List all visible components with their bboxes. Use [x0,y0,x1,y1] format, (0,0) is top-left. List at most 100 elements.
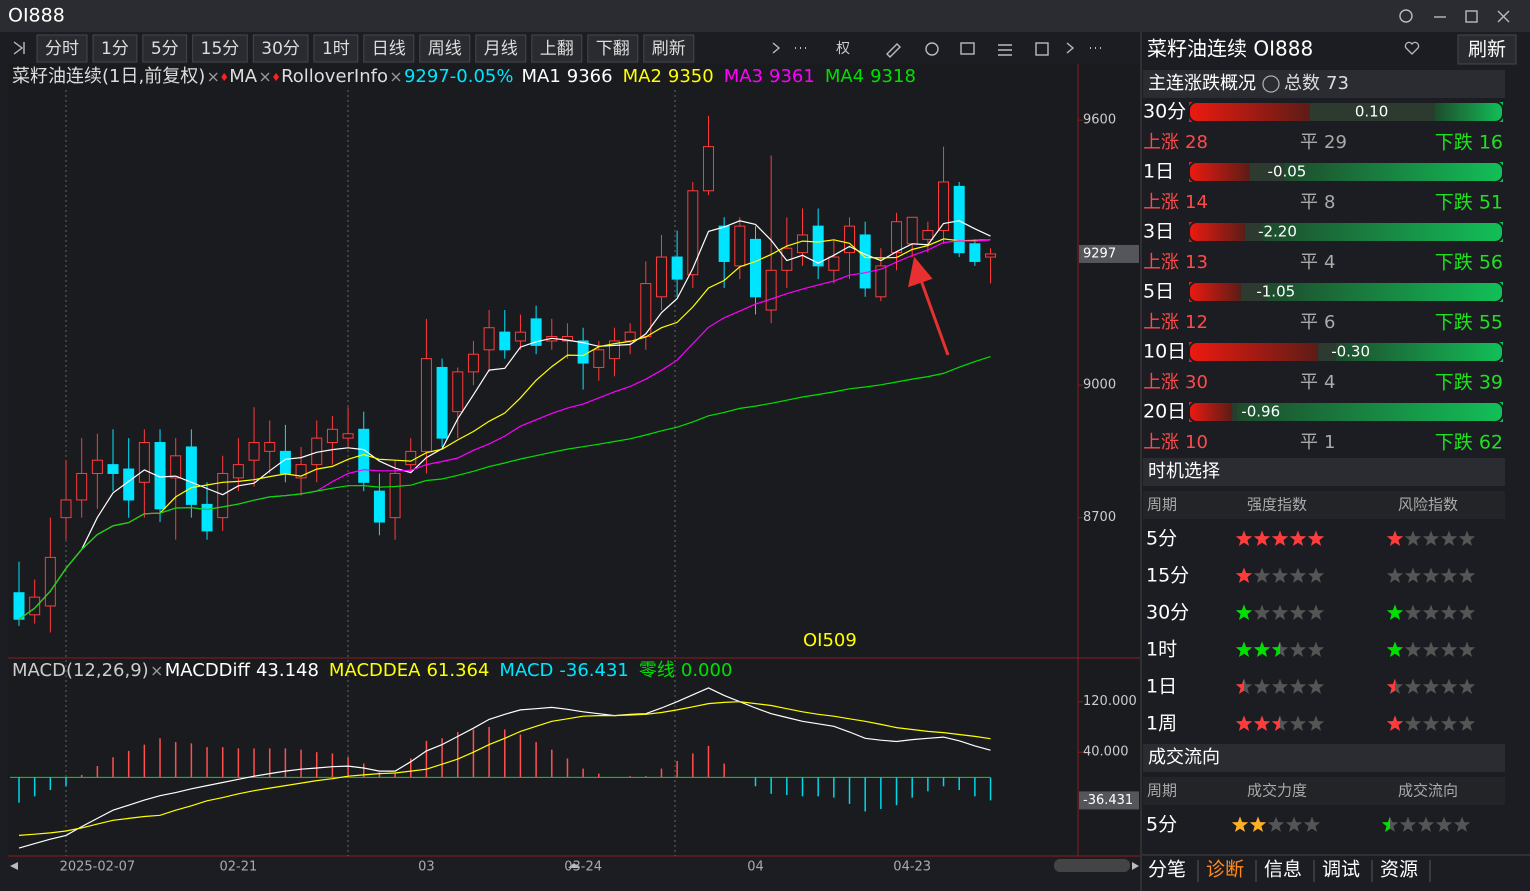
star-empty [1307,641,1325,657]
period-label: 1日 [1146,676,1177,698]
star-empty [1458,530,1476,546]
total-value: 73 [1326,73,1349,94]
toolbar-button[interactable]: 30分 [252,34,309,63]
toolbar-button[interactable]: 上翻 [531,34,583,63]
toolbar-button[interactable]: 下翻 [587,34,639,63]
candle-body [389,472,401,519]
star-empty [1289,567,1307,583]
download-icon[interactable] [925,42,939,56]
remove-indicator[interactable] [208,72,218,82]
star-empty [1307,678,1325,694]
button-frame [1457,34,1517,65]
button-label: 刷新 [1468,39,1506,61]
macd-line [18,701,991,836]
ma-line [18,356,991,620]
maximize-button[interactable] [1465,10,1478,23]
toolbar-button[interactable]: 分时 [36,34,88,63]
star-empty [1422,604,1440,620]
toolbar-button[interactable]: 日线 [363,34,415,63]
panel-title: 菜籽油连续 OI888 [1147,37,1313,61]
toolbar-button[interactable]: 1分 [92,34,138,63]
close-button[interactable] [1497,10,1510,23]
scroll-right[interactable] [1132,862,1139,870]
candle-body [828,256,840,271]
flat-segment [1249,162,1284,182]
favorite-icon[interactable] [1404,41,1420,55]
up-segment [1189,342,1319,362]
candle-body [452,371,464,413]
toolbar-button[interactable]: 5分 [142,34,188,63]
panel-tab[interactable]: 诊断 [1206,859,1244,881]
sidebar-toggle[interactable] [13,41,25,55]
button-frame [643,34,695,63]
candle-body [953,185,965,254]
info-icon[interactable] [1262,75,1280,93]
candle-body [107,464,119,474]
down-count: 56 [1479,252,1503,274]
up-label: 上涨 [1143,132,1179,153]
period-label: 1周 [1146,713,1177,735]
candle-body [514,331,526,342]
panel-tab[interactable]: 分笔 [1148,859,1186,881]
panel-tab[interactable]: 调试 [1322,859,1360,881]
scrollbar[interactable] [1054,859,1130,872]
calc-icon[interactable] [1035,42,1049,56]
toolbar: 分时 1分 5分 15分 30分 1时 日线 周线 月线 上翻 下翻 刷新 [36,34,695,63]
y-tick-label: 40.000 [1083,745,1129,760]
section-title: 时机选择 [1148,461,1220,482]
panel-tab[interactable]: 信息 [1264,859,1302,881]
window-icon[interactable] [960,42,975,55]
candle-body [718,225,730,262]
candle-body [655,256,667,298]
ma-legend-name: MA4 [825,66,864,87]
candle-body [702,146,714,192]
up-label: 上涨 [1143,252,1179,273]
remove-indicator[interactable] [391,72,401,82]
draw-icon[interactable] [886,43,901,58]
button-label: 5分 [151,39,179,59]
ma-legend-value: 9318 [870,66,916,87]
ma-legend-name: MA3 [724,66,763,87]
rights-button[interactable]: 权 [836,41,850,57]
last-price-label: 9297 [1083,246,1116,261]
y-tick-label: 9600 [1083,113,1116,128]
change-value: -2.20 [1258,223,1297,241]
star-empty [1271,567,1289,583]
toolbar-button[interactable]: 1时 [313,34,359,63]
flat-count: 6 [1324,312,1335,333]
macd-last-box [1079,791,1139,810]
toolbar-button[interactable]: 刷新 [643,34,695,63]
scroll-left[interactable] [10,862,18,870]
down-count: 39 [1479,372,1503,394]
toolbar-button[interactable]: 月线 [475,34,527,63]
toolbar-button[interactable]: 周线 [419,34,471,63]
help-button[interactable] [1399,9,1413,23]
remove-indicator[interactable] [260,72,270,82]
flat-segment [1309,102,1435,122]
star [1386,715,1404,731]
star [1235,641,1253,657]
flat-segment [1232,402,1237,422]
panel-tab[interactable]: 资源 [1380,859,1418,881]
remove-indicator[interactable] [152,666,162,676]
star-empty [1458,678,1476,694]
x-tick-label: 03 [418,860,435,875]
annotation-arrow [908,256,950,356]
period-label: 5日 [1143,281,1174,303]
down-label: 下跌 [1435,132,1473,154]
y-tick-label: 8700 [1083,510,1116,525]
star-empty [1303,816,1321,832]
up-count: 13 [1185,252,1208,273]
refresh-button[interactable]: 刷新 [1457,34,1517,65]
column-header: 风险指数 [1398,496,1458,514]
ma-line [18,220,991,620]
candle-body [499,331,511,351]
settings-icon[interactable] [998,44,1012,56]
scroll-thumb[interactable] [568,863,580,868]
next-arrow[interactable] [1066,42,1075,54]
candle-body [906,216,918,245]
candle-body [483,327,495,351]
toolbar-button[interactable]: 15分 [192,34,248,63]
more-arrow[interactable] [772,42,781,54]
